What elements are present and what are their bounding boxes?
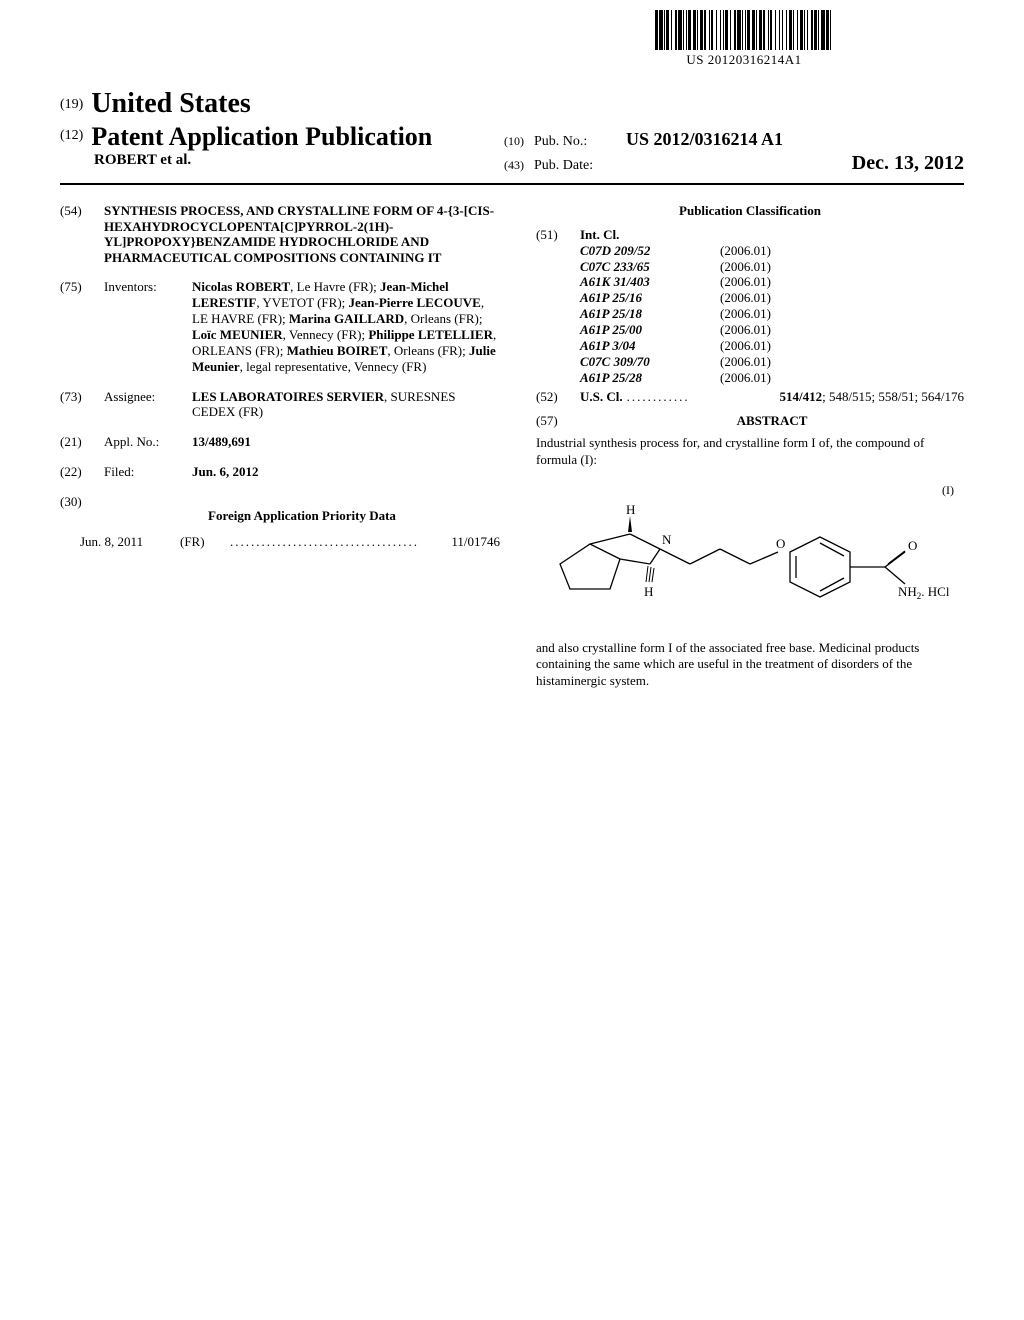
appl-row: (21) Appl. No.: 13/489,691 — [60, 434, 500, 450]
header-row-2: (12) Patent Application Publication ROBE… — [60, 122, 964, 185]
h-bot-label: H — [644, 584, 653, 599]
code-22: (22) — [60, 464, 104, 480]
int-cl-year: (2006.01) — [720, 370, 840, 386]
foreign-row: Jun. 8, 2011 (FR) ......................… — [60, 534, 500, 550]
dots: ............ — [623, 389, 780, 405]
int-cl-year: (2006.01) — [720, 274, 840, 290]
int-cl-list: C07D 209/52(2006.01)C07C 233/65(2006.01)… — [536, 243, 964, 386]
us-cl-values: 514/412; 548/515; 558/51; 564/176 — [779, 389, 964, 405]
n-label: N — [662, 532, 672, 547]
title-row: (54) SYNTHESIS PROCESS, AND CRYSTALLINE … — [60, 203, 500, 265]
int-cl-year: (2006.01) — [720, 354, 840, 370]
int-cl-symbol: A61P 25/18 — [580, 306, 720, 322]
abstract-head: ABSTRACT — [580, 413, 964, 429]
int-cl-symbol: A61P 25/28 — [580, 370, 720, 386]
inventors-list: Nicolas ROBERT, Le Havre (FR); Jean-Mich… — [192, 279, 500, 374]
int-cl-row: A61P 25/18(2006.01) — [580, 306, 964, 322]
code-10: (10) — [504, 134, 534, 149]
foreign-country: (FR) — [180, 534, 230, 550]
country: United States — [91, 88, 250, 119]
authors-line: ROBERT et al. — [94, 152, 504, 169]
int-cl-row: C07C 309/70(2006.01) — [580, 354, 964, 370]
int-cl-row: A61P 3/04(2006.01) — [580, 338, 964, 354]
abstract-head-row: (57) ABSTRACT — [536, 413, 964, 435]
int-cl-row: A61P 25/16(2006.01) — [580, 290, 964, 306]
code-19: (19) — [60, 97, 83, 112]
assignee-value: LES LABORATOIRES SERVIER, SURESNES CEDEX… — [192, 389, 500, 421]
int-cl-symbol: C07C 233/65 — [580, 259, 720, 275]
barcode-block: US 20120316214A1 — [534, 10, 954, 68]
code-52: (52) — [536, 389, 580, 405]
us-cl-label: U.S. Cl. — [580, 389, 623, 405]
abstract-para-2: and also crystalline form I of the assoc… — [536, 640, 964, 691]
inventors-label: Inventors: — [104, 279, 192, 374]
int-cl-symbol: A61P 25/00 — [580, 322, 720, 338]
int-cl-label: Int. Cl. — [580, 227, 619, 243]
header-left: (12) Patent Application Publication ROBE… — [60, 122, 504, 169]
int-cl-row: A61P 25/00(2006.01) — [580, 322, 964, 338]
code-21: (21) — [60, 434, 104, 450]
code-54: (54) — [60, 203, 104, 265]
patent-page: US 20120316214A1 (19) United States (12)… — [0, 0, 1024, 1320]
code-51: (51) — [536, 227, 580, 243]
int-cl-symbol: C07D 209/52 — [580, 243, 720, 259]
abstract-para-1: Industrial synthesis process for, and cr… — [536, 435, 964, 469]
pub-class-head: Publication Classification — [536, 203, 964, 219]
nh2-label: NH2. HCl — [898, 584, 950, 601]
pub-no: US 2012/0316214 A1 — [626, 129, 783, 150]
int-cl-symbol: C07C 309/70 — [580, 354, 720, 370]
filed-label: Filed: — [104, 464, 192, 480]
invention-title: SYNTHESIS PROCESS, AND CRYSTALLINE FORM … — [104, 203, 500, 265]
doc-kind: Patent Application Publication — [91, 122, 432, 151]
int-cl-symbol: A61P 3/04 — [580, 338, 720, 354]
int-cl-year: (2006.01) — [720, 259, 840, 275]
int-cl-year: (2006.01) — [720, 243, 840, 259]
int-cl-symbol: A61P 25/16 — [580, 290, 720, 306]
foreign-date: Jun. 8, 2011 — [60, 534, 180, 550]
barcode — [534, 10, 954, 50]
int-cl-year: (2006.01) — [720, 306, 840, 322]
int-cl-row: C07C 233/65(2006.01) — [580, 259, 964, 275]
code-30: (30) — [60, 494, 104, 524]
filed-date: Jun. 6, 2012 — [192, 464, 500, 480]
o2-label: O — [908, 538, 917, 553]
appl-label: Appl. No.: — [104, 434, 192, 450]
header: (19) United States — [60, 88, 964, 120]
formula-marker: (I) — [536, 483, 964, 498]
code-57: (57) — [536, 413, 580, 435]
code-73: (73) — [60, 389, 104, 421]
foreign-num: 11/01746 — [420, 534, 500, 550]
code-12: (12) — [60, 128, 83, 143]
pub-no-label: Pub. No.: — [534, 134, 626, 150]
pub-date: Dec. 13, 2012 — [852, 152, 964, 175]
int-cl-year: (2006.01) — [720, 322, 840, 338]
int-cl-block: (51) Int. Cl. — [536, 227, 964, 243]
assignee-row: (73) Assignee: LES LABORATOIRES SERVIER,… — [60, 389, 500, 421]
assignee-label: Assignee: — [104, 389, 192, 421]
inventors-row: (75) Inventors: Nicolas ROBERT, Le Havre… — [60, 279, 500, 374]
foreign-priority-block: (30) Foreign Application Priority Data J… — [60, 494, 500, 550]
left-column: (54) SYNTHESIS PROCESS, AND CRYSTALLINE … — [60, 203, 500, 690]
int-cl-row: A61P 25/28(2006.01) — [580, 370, 964, 386]
header-right: (10) Pub. No.: US 2012/0316214 A1 (43) P… — [504, 129, 964, 177]
filed-row: (22) Filed: Jun. 6, 2012 — [60, 464, 500, 480]
h-top-label: H — [626, 504, 635, 517]
appl-no: 13/489,691 — [192, 434, 500, 450]
dots: ..................................... — [230, 534, 420, 550]
code-43: (43) — [504, 158, 534, 173]
int-cl-row: A61K 31/403(2006.01) — [580, 274, 964, 290]
code-75: (75) — [60, 279, 104, 374]
int-cl-year: (2006.01) — [720, 338, 840, 354]
chemical-structure: H H N O O NH2. HCl — [540, 504, 960, 634]
int-cl-year: (2006.01) — [720, 290, 840, 306]
us-cl-row: (52) U.S. Cl. ............ 514/412; 548/… — [536, 389, 964, 405]
foreign-head: Foreign Application Priority Data — [104, 508, 500, 524]
barcode-number: US 20120316214A1 — [534, 52, 954, 68]
int-cl-symbol: A61K 31/403 — [580, 274, 720, 290]
right-column: Publication Classification (51) Int. Cl.… — [536, 203, 964, 690]
int-cl-row: C07D 209/52(2006.01) — [580, 243, 964, 259]
o-label: O — [776, 536, 785, 551]
body-columns: (54) SYNTHESIS PROCESS, AND CRYSTALLINE … — [60, 203, 964, 690]
pub-date-label: Pub. Date: — [534, 158, 626, 174]
